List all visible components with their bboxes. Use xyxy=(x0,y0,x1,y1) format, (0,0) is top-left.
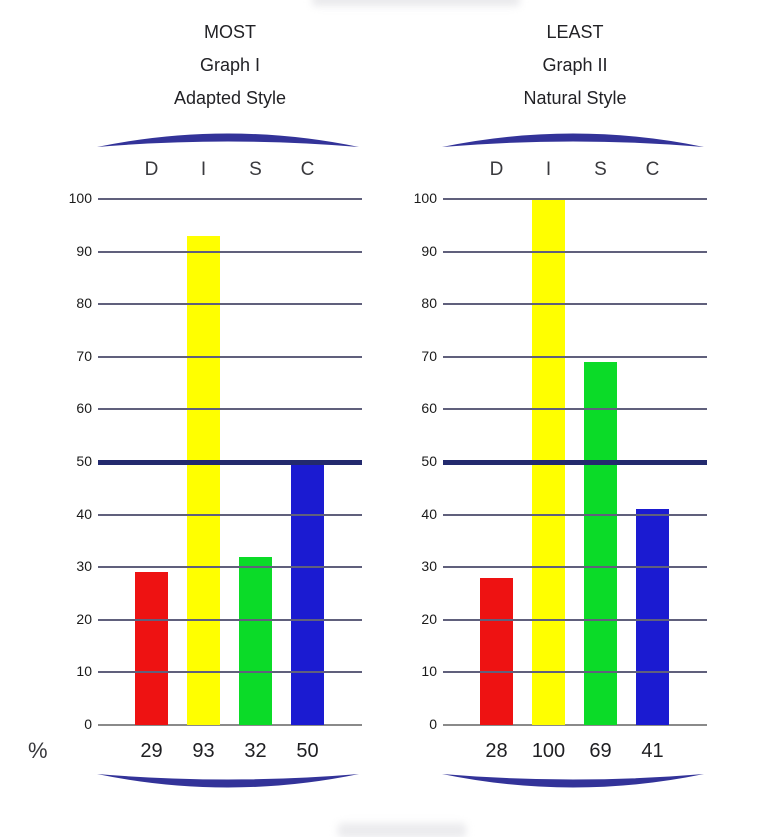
cropped-text-artifact-top xyxy=(312,0,520,6)
bar-i xyxy=(187,235,220,725)
y-tick-label-100: 100 xyxy=(413,190,437,206)
gridline-80 xyxy=(98,303,362,306)
arc-ornament-top xyxy=(95,127,361,150)
gridline-50 xyxy=(443,459,707,465)
category-label-i: I xyxy=(200,159,207,180)
y-tick-label-10: 10 xyxy=(76,663,92,680)
bar-c xyxy=(636,509,669,725)
gridline-0 xyxy=(98,724,362,726)
y-tick-label-90: 90 xyxy=(76,242,92,259)
percent-unit-label: % xyxy=(28,738,48,763)
lens-arc-icon xyxy=(97,133,359,147)
graph-most: MOST Graph I Adapted Style 0 10 20 30 40 50 60… xyxy=(35,0,365,837)
bar-s xyxy=(239,556,272,725)
y-tick-label-80: 80 xyxy=(76,295,92,312)
bar-c xyxy=(291,462,324,725)
y-tick-label-50: 50 xyxy=(421,453,437,469)
graph-title: MOST xyxy=(204,22,256,42)
y-tick-label-70: 70 xyxy=(76,347,92,364)
arc-ornament-bottom xyxy=(440,771,706,794)
value-label-i: 93 xyxy=(192,740,215,762)
bar-d xyxy=(135,572,168,725)
lens-arc-icon xyxy=(442,774,704,788)
gridline-90 xyxy=(443,250,707,253)
lens-arc-icon xyxy=(97,774,359,788)
y-tick-label-60: 60 xyxy=(76,400,92,417)
gridline-100 xyxy=(98,198,362,200)
y-tick-label-100: 100 xyxy=(68,190,92,206)
gridline-20 xyxy=(443,618,707,621)
graph-title: LEAST xyxy=(546,22,604,42)
y-tick-label-20: 20 xyxy=(421,610,437,627)
value-label-s: 32 xyxy=(244,740,267,762)
category-label-c: C xyxy=(645,159,660,180)
category-label-c: C xyxy=(300,159,315,180)
gridline-20 xyxy=(98,618,362,621)
y-tick-label-30: 30 xyxy=(421,558,437,575)
y-tick-label-10: 10 xyxy=(421,663,437,680)
category-label-d: D xyxy=(144,159,159,180)
value-label-c: 41 xyxy=(641,740,664,762)
gridline-10 xyxy=(98,671,362,674)
cropped-text-artifact-bottom xyxy=(338,823,466,837)
y-tick-label-60: 60 xyxy=(421,400,437,417)
gridline-30 xyxy=(98,566,362,569)
graph-header: LEAST Graph II Natural Style xyxy=(443,16,707,115)
category-label-i: I xyxy=(545,159,552,180)
graph-header: MOST Graph I Adapted Style xyxy=(98,16,362,115)
gridline-100 xyxy=(443,198,707,200)
y-tick-label-70: 70 xyxy=(421,347,437,364)
y-tick-label-0: 0 xyxy=(84,716,92,732)
arc-ornament-top xyxy=(440,127,706,150)
gridline-70 xyxy=(98,355,362,358)
graph-subtitle: Graph II xyxy=(542,55,608,75)
gridline-40 xyxy=(443,513,707,516)
y-tick-label-30: 30 xyxy=(76,558,92,575)
category-label-d: D xyxy=(489,159,504,180)
y-tick-label-40: 40 xyxy=(76,505,92,522)
y-tick-label-0: 0 xyxy=(429,716,437,732)
category-label-s: S xyxy=(249,159,262,180)
category-label-s: S xyxy=(594,159,607,180)
graph-least: LEAST Graph II Natural Style 0 10 20 30 40 50… xyxy=(380,0,710,837)
gridline-60 xyxy=(443,408,707,411)
graph-style-label: Natural Style xyxy=(523,88,627,108)
value-label-c: 50 xyxy=(296,740,319,762)
gridline-70 xyxy=(443,355,707,358)
value-label-d: 29 xyxy=(140,740,163,762)
y-tick-label-50: 50 xyxy=(76,453,92,469)
gridline-30 xyxy=(443,566,707,569)
gridline-90 xyxy=(98,250,362,253)
y-tick-label-80: 80 xyxy=(421,295,437,312)
gridline-50 xyxy=(98,459,362,465)
value-label-i: 100 xyxy=(531,740,566,762)
bar-s xyxy=(584,362,617,725)
gridline-80 xyxy=(443,303,707,306)
graph-style-label: Adapted Style xyxy=(173,88,287,108)
value-label-d: 28 xyxy=(485,740,508,762)
value-label-s: 69 xyxy=(589,740,612,762)
y-tick-label-20: 20 xyxy=(76,610,92,627)
y-tick-label-90: 90 xyxy=(421,242,437,259)
graph-subtitle: Graph I xyxy=(199,55,261,75)
arc-ornament-bottom xyxy=(95,771,361,794)
gridline-40 xyxy=(98,513,362,516)
gridline-10 xyxy=(443,671,707,674)
bar-d xyxy=(480,577,513,725)
gridline-60 xyxy=(98,408,362,411)
lens-arc-icon xyxy=(442,133,704,147)
y-tick-label-40: 40 xyxy=(421,505,437,522)
gridline-0 xyxy=(443,724,707,726)
